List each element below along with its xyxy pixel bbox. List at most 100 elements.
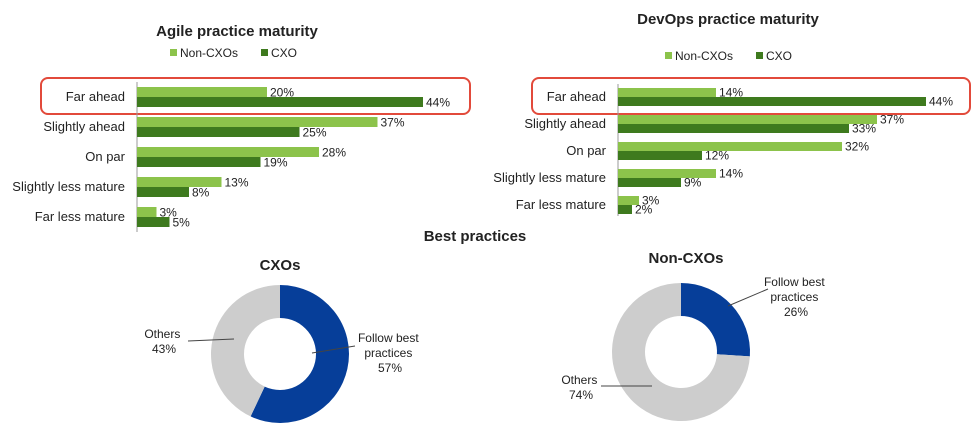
devops-value-cxo-slightly-ahead: 33% — [852, 122, 876, 136]
cxo-label-follow-value: 57% — [378, 361, 402, 375]
devops-legend-label-cxo: CXO — [766, 49, 792, 63]
non-cxo-label-follow-value: 26% — [784, 305, 808, 319]
devops-legend: Non-CXOs CXO — [665, 49, 792, 63]
agile-legend: Non-CXOs CXO — [170, 46, 297, 60]
agile-legend-label-cxo: CXO — [271, 46, 297, 60]
agile-bar-cxo-on-par — [137, 157, 261, 167]
agile-bar-non-cxos-on-par — [137, 147, 319, 157]
agile-bar-cxo-slightly-ahead — [137, 127, 300, 137]
devops-bar-non-cxos-slightly-ahead — [618, 115, 877, 124]
cxo-label-follow-line1: Follow best — [358, 331, 419, 345]
devops-category-slightly-ahead: Slightly ahead — [524, 116, 606, 131]
devops-bar-non-cxos-on-par — [618, 142, 842, 151]
non-cxo-label-follow: Follow best practices 26% — [764, 275, 828, 319]
devops-bar-non-cxos-slightly-less-mature — [618, 169, 716, 178]
agile-bar-non-cxos-far-ahead — [137, 87, 267, 97]
devops-bar-non-cxos-far-less-mature — [618, 196, 639, 205]
agile-category-far-ahead: Far ahead — [66, 89, 125, 104]
agile-value-cxo-on-par: 19% — [264, 156, 288, 170]
non-cxo-slice-others — [612, 283, 750, 422]
devops-category-far-ahead: Far ahead — [547, 89, 606, 104]
agile-value-labels: 20% 44% 37% 25% 28% 19% 13% 8% 3%5% — [160, 86, 451, 230]
non-cxo-label-others-value: 74% — [569, 388, 593, 402]
devops-value-non-cxos-far-ahead: 14% — [719, 86, 743, 100]
devops-value-cxo-far-less-mature: 2% — [635, 203, 653, 217]
agile-bar-cxo-slightly-less-mature — [137, 187, 189, 197]
devops-value-cxo-far-ahead: 44% — [929, 95, 953, 109]
devops-bar-cxo-slightly-ahead — [618, 124, 849, 133]
agile-category-on-par: On par — [85, 149, 125, 164]
devops-chart-title: DevOps practice maturity — [637, 11, 819, 28]
non-cxo-slice-follow-best-practices — [681, 283, 750, 357]
devops-category-far-less-mature: Far less mature — [516, 197, 606, 212]
agile-bar-non-cxos-slightly-less-mature — [137, 177, 222, 187]
cxo-donut — [211, 285, 349, 424]
agile-bar-non-cxos-far-less-mature — [137, 207, 157, 217]
cxo-leader-others — [187, 338, 235, 342]
non-cxo-donut-chart: Non-CXOs Follow best practices 26% Other… — [561, 250, 828, 422]
non-cxo-label-others: Others 74% — [561, 373, 600, 402]
agile-value-cxo-slightly-less-mature: 8% — [192, 186, 210, 200]
devops-bar-cxo-slightly-less-mature — [618, 178, 681, 187]
non-cxo-label-others-name: Others — [561, 373, 597, 387]
devops-bar-cxo-far-ahead — [618, 97, 926, 106]
agile-chart-title: Agile practice maturity — [156, 23, 318, 40]
agile-category-slightly-less-mature: Slightly less mature — [12, 179, 125, 194]
agile-value-non-cxos-slightly-ahead: 37% — [381, 116, 405, 130]
agile-bar-non-cxos-slightly-ahead — [137, 117, 378, 127]
cxo-donut-title: CXOs — [260, 257, 301, 274]
devops-bar-cxo-far-less-mature — [618, 205, 632, 214]
devops-category-on-par: On par — [566, 143, 606, 158]
agile-value-non-cxos-far-ahead: 20% — [270, 86, 294, 100]
non-cxo-label-follow-line2: practices — [770, 290, 818, 304]
agile-bar-cxo-far-less-mature — [137, 217, 170, 227]
devops-bar-cxo-on-par — [618, 151, 702, 160]
agile-bar-cxo-far-ahead — [137, 97, 423, 107]
agile-legend-swatch-non-cxo — [170, 49, 177, 56]
devops-bar-non-cxos-far-ahead — [618, 88, 716, 97]
cxo-label-follow: Follow best practices 57% — [358, 331, 422, 375]
devops-legend-swatch-cxo — [756, 52, 763, 59]
devops-category-labels: Far ahead Slightly ahead On par Slightly le… — [493, 89, 606, 212]
cxo-label-others: Others 43% — [144, 327, 183, 356]
devops-legend-label-non-cxo: Non-CXOs — [675, 49, 733, 63]
cxo-leader-follow — [311, 345, 356, 354]
devops-chart: DevOps practice maturity Non-CXOs CXO Fa… — [493, 11, 971, 217]
devops-value-cxo-slightly-less-mature: 9% — [684, 176, 702, 190]
agile-value-cxo-slightly-ahead: 25% — [303, 126, 327, 140]
agile-legend-swatch-cxo — [261, 49, 268, 56]
cxo-donut-chart: CXOs Follow best practices 57% Others 43… — [144, 257, 422, 424]
cxo-label-others-value: 43% — [152, 342, 176, 356]
non-cxo-label-follow-line1: Follow best — [764, 275, 825, 289]
devops-value-labels: 14% 44% 37% 33% 32% 12% 14% 9% 3%2% — [635, 86, 953, 217]
cxo-label-others-name: Others — [144, 327, 180, 341]
agile-value-cxo-far-ahead: 44% — [426, 96, 450, 110]
non-cxo-leader-follow — [727, 288, 769, 307]
devops-value-cxo-on-par: 12% — [705, 149, 729, 163]
agile-value-cxo-far-less-mature: 5% — [173, 216, 191, 230]
agile-category-far-less-mature: Far less mature — [35, 209, 125, 224]
devops-value-non-cxos-slightly-less-mature: 14% — [719, 167, 743, 181]
devops-value-non-cxos-on-par: 32% — [845, 140, 869, 154]
best-practices-title: Best practices — [424, 228, 527, 245]
devops-legend-swatch-non-cxo — [665, 52, 672, 59]
devops-bars — [618, 88, 926, 214]
cxo-slice-others — [211, 285, 280, 417]
agile-value-non-cxos-on-par: 28% — [322, 146, 346, 160]
agile-category-slightly-ahead: Slightly ahead — [43, 119, 125, 134]
agile-highlight-far-ahead — [40, 77, 471, 115]
agile-value-non-cxos-far-less-mature: 3% — [160, 206, 178, 220]
devops-category-slightly-less-mature: Slightly less mature — [493, 170, 606, 185]
devops-value-non-cxos-far-less-mature: 3% — [642, 194, 660, 208]
cxo-label-follow-line2: practices — [364, 346, 412, 360]
agile-value-non-cxos-slightly-less-mature: 13% — [225, 176, 249, 190]
devops-value-non-cxos-slightly-ahead: 37% — [880, 113, 904, 127]
agile-chart: Agile practice maturity Non-CXOs CXO Far… — [12, 23, 471, 232]
devops-highlight-far-ahead — [531, 77, 971, 115]
cxo-slice-follow-best-practices — [250, 285, 349, 424]
agile-legend-label-non-cxo: Non-CXOs — [180, 46, 238, 60]
agile-category-labels: Far ahead Slightly ahead On par Slightly le… — [12, 89, 125, 224]
non-cxo-donut-title: Non-CXOs — [649, 250, 724, 267]
agile-bars — [137, 87, 423, 227]
